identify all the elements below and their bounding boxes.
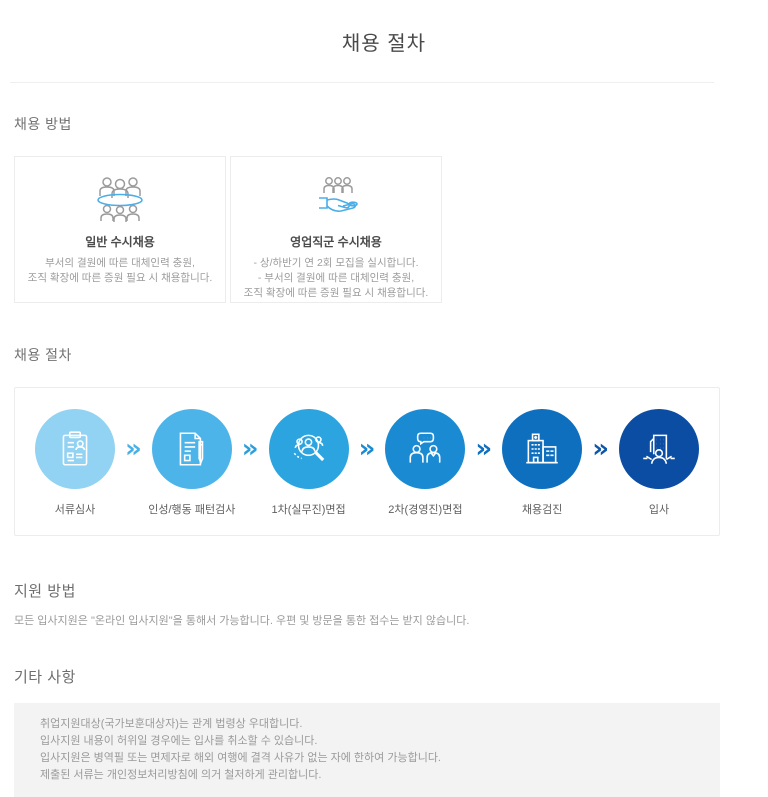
method-desc-line: 조직 확장에 따른 증원 필요 시 채용합니다.: [27, 272, 213, 285]
note-line: 제출된 서류는 개인정보처리방침에 의거 철저하게 관리합니다.: [40, 769, 322, 782]
interview-people-icon: [409, 432, 441, 463]
document-pen-icon: [179, 432, 204, 466]
content-area: 채용 방법: [14, 114, 720, 797]
method-card-title: 영업직군 수시채용: [290, 235, 382, 249]
method-card-title: 일반 수시채용: [85, 235, 155, 249]
hospital-icon: [526, 433, 558, 464]
process-step-second-interview: 2차(경영진)면접: [377, 409, 473, 517]
header-divider: [10, 82, 714, 83]
page-title: 채용 절차: [341, 33, 427, 55]
flow-arrow-icon: »: [125, 434, 142, 464]
method-desc-line: 부서의 결원에 따른 대체인력 충원,: [45, 257, 195, 269]
method-card-sales: 영업직군 수시채용 - 상/하반기 연 2회 모집을 실시합니다. - 부서의 …: [230, 156, 442, 303]
step-circle: [268, 409, 349, 489]
hand-people-icon: [231, 171, 441, 227]
method-desc-line: - 상/하반기 연 2회 모집을 실시합니다.: [253, 257, 419, 269]
process-step-first-interview: 1차(실무진)면접: [261, 409, 357, 517]
method-card-desc: - 상/하반기 연 2회 모집을 실시합니다. - 부서의 결원에 따른 대체인…: [231, 256, 441, 302]
magnifier-people-icon: [293, 434, 324, 462]
step-label: 인성/행동 패턴검사: [148, 504, 236, 516]
etc-section-heading: 기타 사항: [14, 669, 76, 686]
flow-arrow-icon: »: [592, 434, 609, 464]
apply-method-text: 모든 입사지원은 "온라인 입사지원"을 통해서 가능합니다. 우편 및 방문을…: [14, 615, 470, 627]
people-meeting-icon: [15, 171, 225, 227]
note-line: 입사지원 내용이 허위일 경우에는 입사를 취소할 수 있습니다.: [40, 735, 318, 748]
process-flow: 서류심사 » 인성/행동 패턴검사 »: [14, 387, 720, 536]
flow-arrow-icon: »: [358, 434, 376, 464]
step-circle: [35, 409, 115, 489]
process-step-medical-exam: 채용검진: [494, 409, 590, 517]
step-circle: [151, 409, 232, 489]
company-entry-icon: [643, 434, 675, 464]
step-circle: [618, 409, 699, 489]
step-label: 서류심사: [54, 504, 96, 516]
flow-arrow-icon: »: [241, 434, 259, 464]
note-line: 입사지원은 병역필 또는 면제자로 해외 여행에 결격 사유가 없는 자에 한하…: [40, 752, 441, 765]
method-card-general: 일반 수시채용 부서의 결원에 따른 대체인력 충원, 조직 확장에 따른 증원…: [14, 156, 226, 303]
step-circle: [502, 409, 583, 489]
step-label: 입사: [648, 504, 670, 516]
etc-notes-box: 취업지원대상(국가보훈대상자)는 관계 법령상 우대합니다. 입사지원 내용이 …: [14, 703, 720, 797]
resume-icon: [62, 431, 88, 466]
apply-section-heading: 지원 방법: [14, 583, 76, 600]
process-step-joining: 입사: [611, 409, 707, 517]
method-desc-line: - 부서의 결원에 따른 대체인력 충원,: [257, 272, 415, 285]
process-step-personality-test: 인성/행동 패턴검사: [144, 409, 240, 517]
method-section-heading: 채용 방법: [14, 116, 72, 132]
note-line: 취업지원대상(국가보훈대상자)는 관계 법령상 우대합니다.: [40, 718, 303, 730]
step-label: 1차(실무진)면접: [271, 504, 346, 516]
step-label: 채용검진: [521, 504, 563, 516]
process-step-documents: 서류심사: [27, 409, 123, 517]
step-circle: [385, 409, 466, 489]
method-card-desc: 부서의 결원에 따른 대체인력 충원, 조직 확장에 따른 증원 필요 시 채용…: [15, 256, 225, 286]
process-section-heading: 채용 절차: [14, 347, 72, 363]
flow-arrow-icon: »: [475, 434, 493, 464]
method-cards: 일반 수시채용 부서의 결원에 따른 대체인력 충원, 조직 확장에 따른 증원…: [14, 156, 720, 303]
method-desc-line: 조직 확장에 따른 증원 필요 시 채용합니다.: [243, 287, 429, 300]
step-label: 2차(경영진)면접: [388, 504, 463, 516]
